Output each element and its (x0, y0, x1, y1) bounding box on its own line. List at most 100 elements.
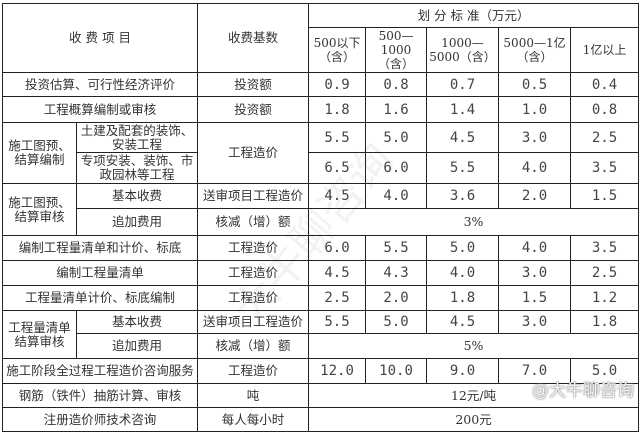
merged-value: 12元/吨 (308, 383, 640, 408)
base-cell: 每人每小时 (197, 407, 310, 432)
value-cell: 6.0 (308, 235, 367, 261)
value-cell: 0.5 (498, 72, 572, 97)
value-cell: 3.6 (426, 183, 500, 209)
table-row: 编制工程量清单 工程造价 4.5 4.3 4.0 3.0 2.5 (1, 260, 640, 286)
value-cell: 5.5 (308, 310, 367, 334)
value-cell: 4.5 (308, 260, 367, 286)
table-row: 施工图预、结算审核 基本收费 送审项目工程造价 4.5 4.0 3.6 2.0 1.5 (2, 183, 640, 236)
table-row: 工程量清单结算审核 基本收费 送审项目工程造价 5.5 5.0 4.5 3.0 1.8 (2, 310, 640, 359)
base-cell: 工程造价 (197, 285, 310, 311)
value-cell: 1.8 (426, 285, 500, 311)
group-label: 施工图预、结算审核 (2, 183, 77, 236)
group-label: 施工图预、结算编制 (2, 122, 77, 184)
header-range: 500—1000（含） (365, 27, 428, 73)
value-cell: 1.0 (498, 96, 572, 123)
value-cell: 5.0 (426, 235, 500, 261)
base-cell: 送审项目工程造价 (197, 310, 310, 334)
value-cell: 2.0 (498, 183, 572, 209)
sub-item-label: 追加费用 (75, 333, 199, 359)
base-cell: 投资额 (197, 96, 310, 123)
watermark: @大牛聊咨询 (532, 381, 634, 401)
table-row: 工程量清单计价、标底编制 工程造价 2.5 2.0 1.8 1.5 1.2 (1, 285, 640, 311)
value-cell: 4.0 (498, 235, 572, 261)
item-label: 编制工程量清单和计价、标底 (1, 235, 199, 261)
header-range: 1亿以上 (570, 27, 640, 73)
value-cell: 4.3 (365, 260, 428, 286)
table-row: 编制工程量清单和计价、标底 工程造价 6.0 5.5 5.0 4.0 3.5 (1, 235, 640, 261)
header-base: 收费基数 (197, 3, 310, 73)
group-label: 工程量清单结算审核 (2, 310, 77, 359)
value-cell: 0.7 (426, 72, 500, 97)
value-cell: 5.0 (365, 310, 428, 334)
sub-item-label: 基本收费 (75, 310, 199, 334)
value-cell: 6.0 (365, 152, 428, 184)
value-cell: 1.6 (365, 96, 428, 123)
value-cell: 4.0 (365, 183, 428, 209)
header-range: 5000—1亿（含） (498, 27, 572, 73)
base-cell: 核减（增）额 (197, 333, 310, 359)
table-row: 工程概算编制或审核 投资额 1.8 1.6 1.4 1.0 0.8 (1, 96, 640, 123)
table-row: 专项安装、装饰、市政园林等工程 6.5 6.0 5.5 4.0 3.5 (3, 152, 640, 184)
value-cell: 3.0 (498, 310, 572, 334)
table-row: 注册造价师技术咨询 每人每小时 200元 (1, 407, 640, 432)
sub-item-label: 追加费用 (75, 208, 199, 236)
table-row: 投资估算、可行性经济评价 投资额 0.9 0.8 0.7 0.5 0.4 (1, 72, 640, 97)
value-cell: 2.5 (570, 260, 640, 286)
value-cell: 4.5 (308, 183, 367, 209)
value-cell: 0.4 (570, 72, 640, 97)
table-row: 施工图预、结算编制 土建及配套的装饰、安装工程 工程造价 5.5 5.0 4.5 3.0 2.… (2, 122, 640, 184)
table-row: 追加费用 核减（增）额 5% (3, 333, 640, 359)
value-cell: 2.5 (308, 285, 367, 311)
value-cell: 0.8 (570, 96, 640, 123)
sub-item-label: 基本收费 (75, 183, 199, 209)
value-cell: 5.0 (570, 358, 640, 384)
value-cell: 4.5 (426, 310, 500, 334)
fee-table: 收 费 项 目 收费基数 划 分 标 准（万元） 500以下（含） 500—100… (1, 3, 640, 432)
merged-value: 200元 (308, 407, 640, 432)
base-cell: 工程造价 (197, 122, 310, 184)
merged-value: 5% (308, 333, 640, 359)
item-label: 工程量清单计价、标底编制 (1, 285, 199, 311)
value-cell: 5.0 (365, 122, 428, 153)
table-row: 钢筋（铁件）抽筋计算、审核吨 12元/吨 (1, 383, 640, 408)
value-cell: 3.0 (498, 122, 572, 153)
base-cell: 投资额 (197, 72, 310, 97)
value-cell: 1.8 (308, 96, 367, 123)
value-cell: 12.0 (308, 358, 367, 384)
item-label: 施工阶段全过程工程造价咨询服务 (1, 358, 199, 384)
value-cell: 1.2 (570, 285, 640, 311)
value-cell: 2.0 (365, 285, 428, 311)
item-label: 工程概算编制或审核 (1, 96, 199, 123)
value-cell: 6.5 (308, 152, 367, 184)
header-range: 500以下（含） (308, 27, 367, 73)
item-label: 注册造价师技术咨询 (1, 407, 199, 432)
value-cell: 3.0 (498, 260, 572, 286)
merged-value: 3% (308, 208, 640, 236)
base-cell: 工程造价 (197, 358, 310, 384)
value-cell: 0.9 (308, 72, 367, 97)
table-row: 施工阶段全过程工程造价咨询服务 工程造价 12.0 10.0 9.0 7.0 5.0 (1, 358, 640, 384)
base-cell: 送审项目工程造价 (197, 183, 310, 209)
value-cell: 10.0 (365, 358, 428, 384)
value-cell: 2.5 (570, 122, 640, 153)
value-cell: 4.0 (498, 152, 572, 184)
base-cell: 工程造价 (197, 260, 310, 286)
table-row: 追加费用 核减（增）额 3% (3, 208, 640, 236)
sub-item-label: 土建及配套的装饰、安装工程 (75, 122, 199, 153)
header-standard: 划 分 标 准（万元） (308, 3, 640, 28)
sub-item-label: 专项安装、装饰、市政园林等工程 (75, 152, 199, 184)
value-cell: 5.5 (308, 122, 367, 153)
value-cell: 0.8 (365, 72, 428, 97)
value-cell: 1.8 (570, 310, 640, 334)
base-cell: 核减（增）额 (197, 208, 310, 236)
value-cell: 5.5 (365, 235, 428, 261)
base-cell: 工程造价 (197, 235, 310, 261)
item-label: 编制工程量清单 (1, 260, 199, 286)
header-range: 1000—5000（含） (426, 27, 500, 73)
item-label: 投资估算、可行性经济评价 (1, 72, 199, 97)
value-cell: 1.5 (570, 183, 640, 209)
value-cell: 5.5 (426, 152, 500, 184)
item-label: 钢筋（铁件）抽筋计算、审核 (1, 383, 199, 408)
header-item: 收 费 项 目 (1, 3, 199, 73)
value-cell: 9.0 (426, 358, 500, 384)
